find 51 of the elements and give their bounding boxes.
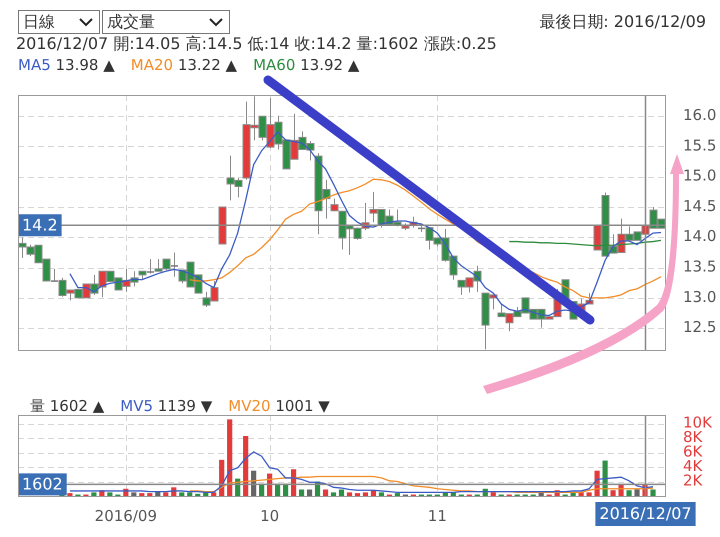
ref-line-label: 1602 <box>22 474 63 494</box>
y-tick-label: 13.0 <box>683 288 716 306</box>
y-tick-label: 15.0 <box>683 166 716 185</box>
bar <box>634 489 640 496</box>
bar <box>107 492 112 496</box>
bar <box>610 490 616 496</box>
bar <box>626 490 632 496</box>
bar <box>211 492 216 496</box>
y-tick-label: 15.5 <box>683 136 716 154</box>
x-tick-label: 2016/12/07 <box>599 504 692 524</box>
bar <box>490 492 496 496</box>
dropdown[interactable]: 成交量 <box>102 10 230 34</box>
text: MA20 13.22 ▲ <box>130 56 238 74</box>
bar <box>394 493 400 496</box>
text: MA60 13.92 ▲ <box>253 56 360 74</box>
text: MV20 1001 ▼ <box>228 397 330 415</box>
ref-line-label: 14.2 <box>22 215 58 234</box>
y-tick-label: 16.0 <box>683 106 716 124</box>
dropdown[interactable]: 日線 <box>18 10 100 34</box>
x-tick-label: 11 <box>428 506 447 525</box>
bar <box>187 492 192 496</box>
bar <box>91 492 96 496</box>
bar <box>67 493 73 496</box>
y-tick-label: 14.5 <box>683 196 716 215</box>
bar <box>227 419 232 496</box>
y-tick-label: 14.0 <box>683 227 716 246</box>
y-tick-label: 13.5 <box>683 258 716 276</box>
bar <box>322 489 328 496</box>
text: MV5 1139 ▼ <box>120 397 212 415</box>
bar <box>346 492 352 496</box>
bar <box>330 492 336 496</box>
text: 最後日期: 2016/12/09 <box>539 12 706 33</box>
bar <box>298 489 304 496</box>
bar <box>338 489 344 496</box>
bar <box>378 492 384 496</box>
bar <box>306 489 312 496</box>
bar <box>650 489 656 496</box>
bar <box>586 492 592 496</box>
y-tick-label: 12.5 <box>683 318 716 336</box>
text: 量 1602 ▲ <box>30 397 104 415</box>
text: MA5 13.98 ▲ <box>18 56 115 74</box>
x-tick-label: 2016/09 <box>94 506 157 525</box>
text: 2016/12/07 開:14.05 高:14.5 低:14 收:14.2 量:1602 漲跌:0.25 <box>16 34 497 55</box>
bar <box>362 492 368 496</box>
bar <box>354 493 360 496</box>
bar <box>163 492 168 496</box>
bar <box>131 492 136 496</box>
x-tick-label: 10 <box>260 506 280 525</box>
bar <box>179 492 184 496</box>
bar <box>147 493 152 496</box>
bar <box>139 493 144 496</box>
